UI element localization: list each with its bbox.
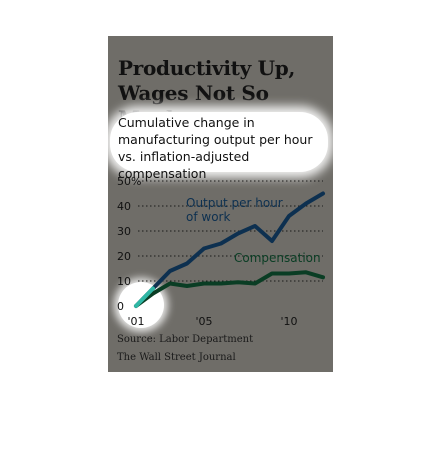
series-label-output: of work [186, 210, 230, 224]
origin-accent [134, 286, 155, 308]
y-tick-label: 40 [117, 200, 131, 213]
y-tick-label: 20 [117, 250, 131, 263]
series-label-compensation: Compensation [234, 251, 321, 265]
chart-panel: Productivity Up, Wages Not So Much Cumul… [108, 36, 333, 372]
chart-title: Productivity Up, Wages Not So Much [118, 56, 296, 130]
compensation-line [134, 270, 325, 308]
x-tick-label: '05 [195, 315, 212, 328]
source-note: Source: Labor Department [117, 334, 254, 345]
y-tick-label: 50% [117, 175, 141, 188]
series-label-output: Output per hour [186, 196, 283, 210]
y-tick-label: 10 [117, 275, 131, 288]
y-tick-label: 0 [117, 300, 124, 313]
y-tick-label: 30 [117, 225, 131, 238]
x-tick-label: '10 [280, 315, 297, 328]
x-tick-label: '01 [127, 315, 144, 328]
publisher-credit: The Wall Street Journal [117, 352, 236, 363]
output-per-hour-line [134, 191, 325, 308]
subtitle-highlight [110, 112, 328, 172]
chart-subtitle: Cumulative change in manufacturing outpu… [118, 115, 313, 181]
